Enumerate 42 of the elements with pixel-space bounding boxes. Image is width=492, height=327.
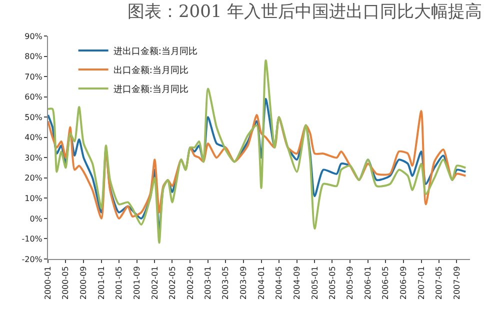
y-tick-label: 60% xyxy=(24,92,43,102)
y-tick-label: 40% xyxy=(24,133,43,142)
legend-label: 进口金额:当月同比 xyxy=(113,84,188,96)
x-tick-label: 2000-09 xyxy=(79,266,88,300)
x-tick-label: 2005-01 xyxy=(310,266,320,300)
x-tick-label: 2007-09 xyxy=(452,266,462,300)
legend-label: 进出口金额:当月同比 xyxy=(113,46,198,58)
y-tick-label: 90% xyxy=(24,32,43,41)
x-tick-label: 2001-01 xyxy=(97,266,106,300)
x-tick-label: 2002-09 xyxy=(186,266,195,300)
y-tick-label: -20% xyxy=(22,254,43,264)
chart-title: 图表：2001 年入世后中国进出口同比大幅提高 xyxy=(127,2,482,22)
legend-label: 出口金额:当月同比 xyxy=(113,65,188,76)
line-series xyxy=(48,110,467,220)
x-tick-label: 2002-01 xyxy=(150,266,160,300)
x-tick-label: 2006-05 xyxy=(381,266,390,300)
y-tick-label: 50% xyxy=(24,112,43,122)
y-tick-label: 30% xyxy=(24,153,43,162)
x-tick-label: 2003-05 xyxy=(221,266,230,300)
y-tick-label: 70% xyxy=(24,72,43,82)
y-tick-label: -10% xyxy=(22,234,43,244)
y-tick-label: 80% xyxy=(24,52,43,62)
x-tick-label: 2000-01 xyxy=(44,266,53,300)
x-tick-label: 2006-01 xyxy=(364,266,373,300)
y-tick-label: 10% xyxy=(24,194,43,203)
x-tick-label: 2000-05 xyxy=(61,266,70,300)
x-tick-label: 2002-05 xyxy=(168,266,177,300)
x-tick-label: 2007-05 xyxy=(434,266,444,300)
x-tick-label: 2004-01 xyxy=(256,266,266,300)
line-series xyxy=(48,59,467,244)
x-tick-label: 2003-09 xyxy=(239,266,248,300)
x-tick-label: 2001-05 xyxy=(114,266,124,300)
x-tick-label: 2006-09 xyxy=(399,266,408,300)
x-tick-label: 2003-01 xyxy=(204,266,213,300)
x-tick-label: 2005-09 xyxy=(346,266,355,300)
x-tick-label: 2004-09 xyxy=(292,266,302,300)
x-tick-label: 2004-05 xyxy=(274,266,284,300)
x-tick-label: 2007-01 xyxy=(416,266,426,300)
y-tick-label: 20% xyxy=(24,174,43,183)
x-tick-label: 2005-05 xyxy=(328,266,337,300)
x-tick-label: 2001-09 xyxy=(132,266,142,300)
y-tick-label: 0% xyxy=(30,214,43,224)
